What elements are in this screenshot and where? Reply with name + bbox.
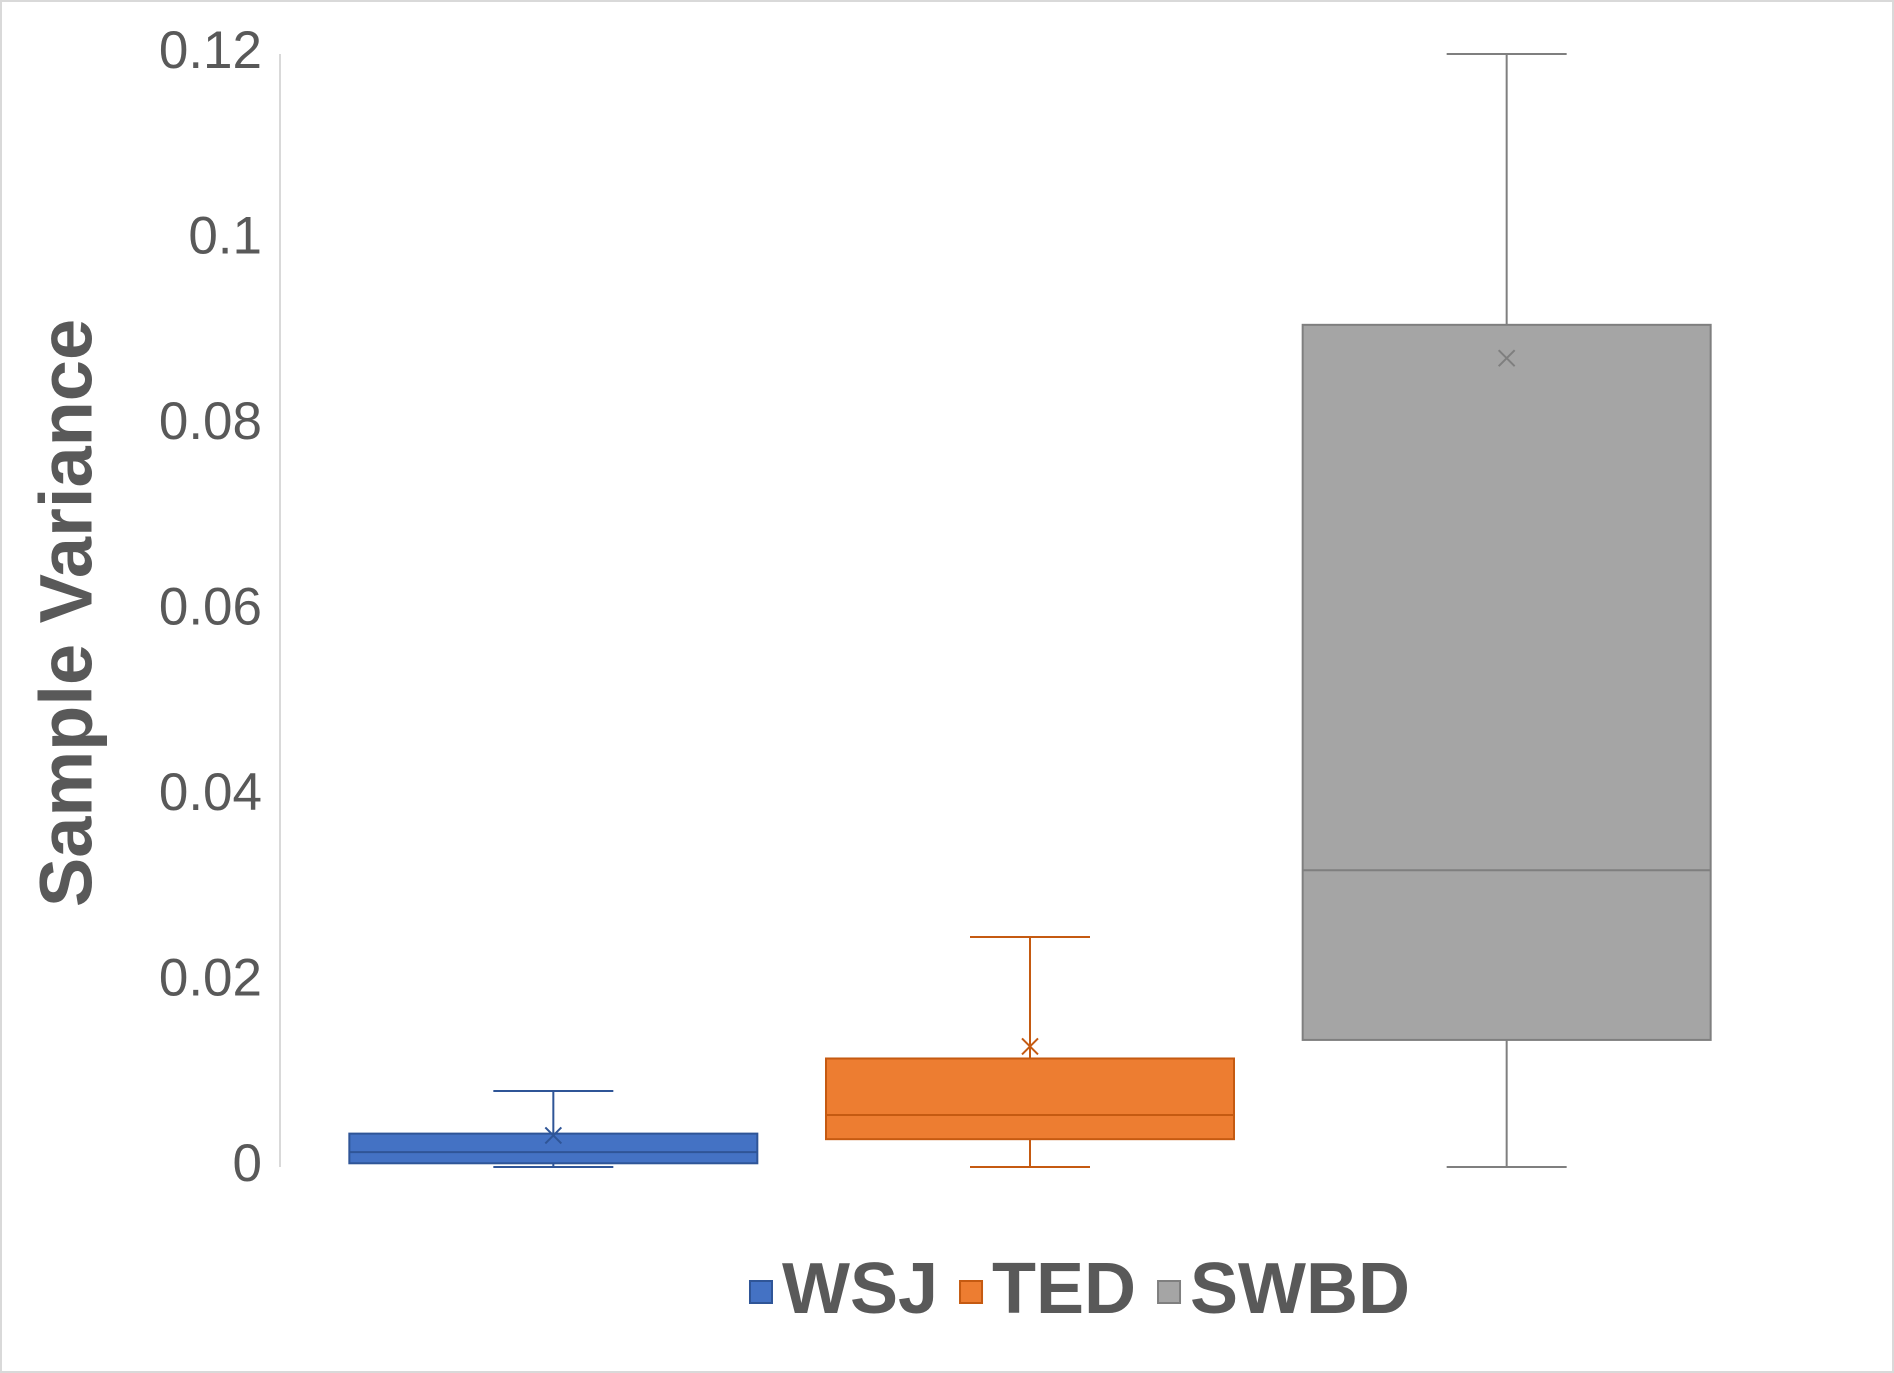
y-tick-label: 0.08 (159, 392, 262, 451)
y-tick-label: 0.1 (188, 207, 262, 266)
mean-marker (544, 1126, 563, 1145)
legend-label: SWBD (1190, 1249, 1410, 1329)
y-tick-label: 0.02 (159, 949, 262, 1008)
box (348, 1132, 759, 1165)
box (1301, 323, 1712, 1041)
legend-label: TED (992, 1249, 1136, 1329)
mean-marker (1497, 349, 1516, 367)
legend-swatch (748, 1280, 773, 1304)
box (825, 1057, 1235, 1141)
legend-swatch (959, 1280, 984, 1304)
y-tick-label: 0.06 (159, 578, 262, 637)
mean-marker (1021, 1037, 1039, 1056)
legend-swatch (1157, 1280, 1182, 1304)
y-tick-label: 0.12 (159, 21, 262, 80)
legend: WSJ TED SWBD (748, 1249, 1410, 1329)
y-tick-label: 0.04 (159, 763, 262, 822)
y-tick-label: 0 (233, 1134, 262, 1193)
legend-label: WSJ (782, 1249, 938, 1329)
y-axis-title: Sample Variance (25, 319, 108, 907)
